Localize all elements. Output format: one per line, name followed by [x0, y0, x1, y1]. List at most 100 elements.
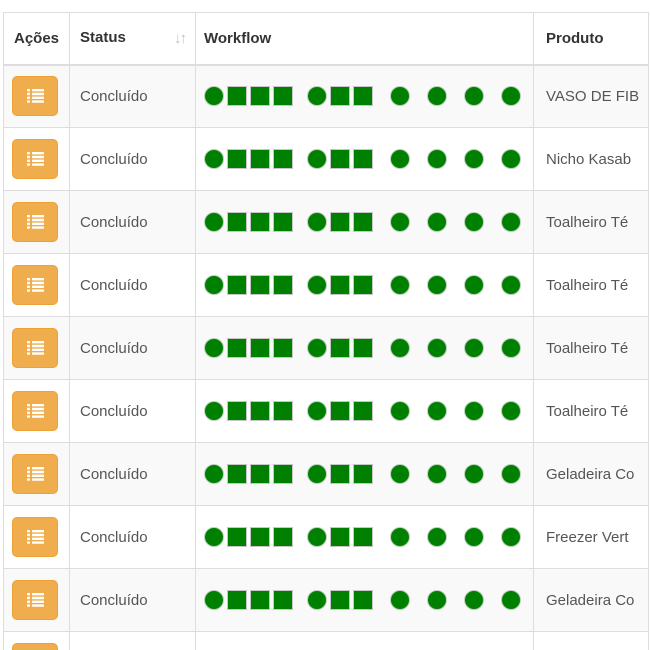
workflow-square-step	[330, 464, 350, 484]
workflow-square-step	[330, 590, 350, 610]
product-cell: Toalheiro Té	[533, 253, 649, 317]
workflow-circle-step	[427, 212, 447, 232]
actions-button[interactable]	[12, 643, 58, 650]
workflow-step-group	[427, 464, 447, 484]
table-header-row: Ações Status ↓↑ Workflow Produto	[3, 12, 649, 66]
actions-cell	[3, 316, 70, 380]
status-cell: Concluído	[69, 442, 196, 506]
status-cell: Concluído	[69, 190, 196, 254]
actions-button[interactable]	[12, 202, 58, 242]
workflow-square-step	[227, 212, 247, 232]
list-icon	[26, 215, 44, 229]
workflow-circle-step	[464, 149, 484, 169]
workflow-square-step	[250, 212, 270, 232]
workflow-circle-step	[464, 527, 484, 547]
workflow-circle-step	[427, 527, 447, 547]
workflow-step-group	[307, 464, 373, 484]
status-cell: Concluído	[69, 316, 196, 380]
workflow-square-step	[353, 401, 373, 421]
workflow-step-group	[427, 527, 447, 547]
actions-button[interactable]	[12, 139, 58, 179]
product-cell: Geladeira Co	[533, 442, 649, 506]
workflow-square-step	[273, 464, 293, 484]
workflow-step-group	[427, 149, 447, 169]
workflow-circle-step	[390, 149, 410, 169]
workflow-square-step	[330, 338, 350, 358]
workflow-circle-step	[464, 590, 484, 610]
workflow-cell	[195, 253, 534, 317]
workflow-square-step	[353, 338, 373, 358]
workflow-circle-step	[204, 86, 224, 107]
workflow-steps	[204, 212, 525, 232]
workflow-square-step	[250, 590, 270, 610]
table-body: Concluído VASO DE FIB Conclu	[3, 64, 649, 650]
workflow-circle-step	[307, 86, 327, 107]
actions-button[interactable]	[12, 76, 58, 117]
workflow-step-group	[204, 86, 293, 107]
actions-button[interactable]	[12, 265, 58, 305]
workflow-square-step	[250, 527, 270, 547]
product-text: Toalheiro Té	[546, 276, 629, 294]
product-text: Toalheiro Té	[546, 402, 629, 420]
workflow-steps	[204, 149, 525, 169]
workflow-square-step	[227, 338, 247, 358]
workflow-square-step	[353, 590, 373, 610]
actions-button[interactable]	[12, 517, 58, 557]
product-cell: Freezer Vert	[533, 505, 649, 569]
workflow-circle-step	[501, 401, 521, 421]
workflow-circle-step	[307, 338, 327, 358]
workflow-step-group	[501, 527, 521, 547]
column-header-acoes: Ações	[3, 12, 70, 66]
workflow-circle-step	[464, 86, 484, 107]
workflow-step-group	[307, 338, 373, 358]
workflow-circle-step	[390, 338, 410, 358]
product-text: Freezer Vert	[546, 528, 629, 546]
workflow-circle-step	[427, 86, 447, 107]
workflow-step-group	[307, 401, 373, 421]
workflow-step-group	[204, 149, 293, 169]
product-text: Toalheiro Té	[546, 213, 629, 231]
workflow-step-group	[307, 149, 373, 169]
workflow-square-step	[227, 401, 247, 421]
workflow-circle-step	[390, 86, 410, 107]
product-text: Geladeira Co	[546, 591, 635, 609]
actions-cell	[3, 379, 70, 443]
workflow-step-group	[464, 149, 484, 169]
workflow-cell	[195, 316, 534, 380]
status-cell: Concluído	[69, 379, 196, 443]
workflow-step-group	[464, 275, 484, 295]
workflow-cell	[195, 568, 534, 632]
workflow-step-group	[501, 86, 521, 107]
workflow-circle-step	[204, 338, 224, 358]
workflow-step-group	[204, 212, 293, 232]
workflow-circle-step	[390, 590, 410, 610]
workflow-step-group	[427, 86, 447, 107]
workflow-step-group	[390, 401, 410, 421]
table-row: Concluído VASO DE FIB	[3, 64, 649, 128]
workflow-step-group	[464, 464, 484, 484]
workflow-step-group	[390, 275, 410, 295]
workflow-step-group	[427, 590, 447, 610]
workflow-square-step	[227, 149, 247, 169]
workflow-square-step	[273, 86, 293, 107]
table-row: Concluído Geladeira Co	[3, 442, 649, 506]
actions-cell	[3, 442, 70, 506]
workflow-circle-step	[390, 527, 410, 547]
workflow-step-group	[307, 86, 373, 107]
list-icon	[26, 89, 44, 104]
actions-button[interactable]	[12, 580, 58, 620]
column-header-status[interactable]: Status ↓↑	[69, 12, 196, 66]
column-header-label: Status	[80, 29, 126, 47]
products-table: Ações Status ↓↑ Workflow Produto	[3, 12, 649, 650]
workflow-step-group	[307, 527, 373, 547]
actions-button[interactable]	[12, 328, 58, 368]
workflow-square-step	[330, 86, 350, 107]
list-icon	[26, 530, 44, 544]
workflow-square-step	[250, 86, 270, 107]
workflow-circle-step	[501, 212, 521, 232]
actions-button[interactable]	[12, 454, 58, 494]
workflow-square-step	[250, 275, 270, 295]
actions-button[interactable]	[12, 391, 58, 431]
status-text: Concluído	[80, 87, 148, 105]
sort-arrows-icon[interactable]: ↓↑	[174, 30, 187, 48]
